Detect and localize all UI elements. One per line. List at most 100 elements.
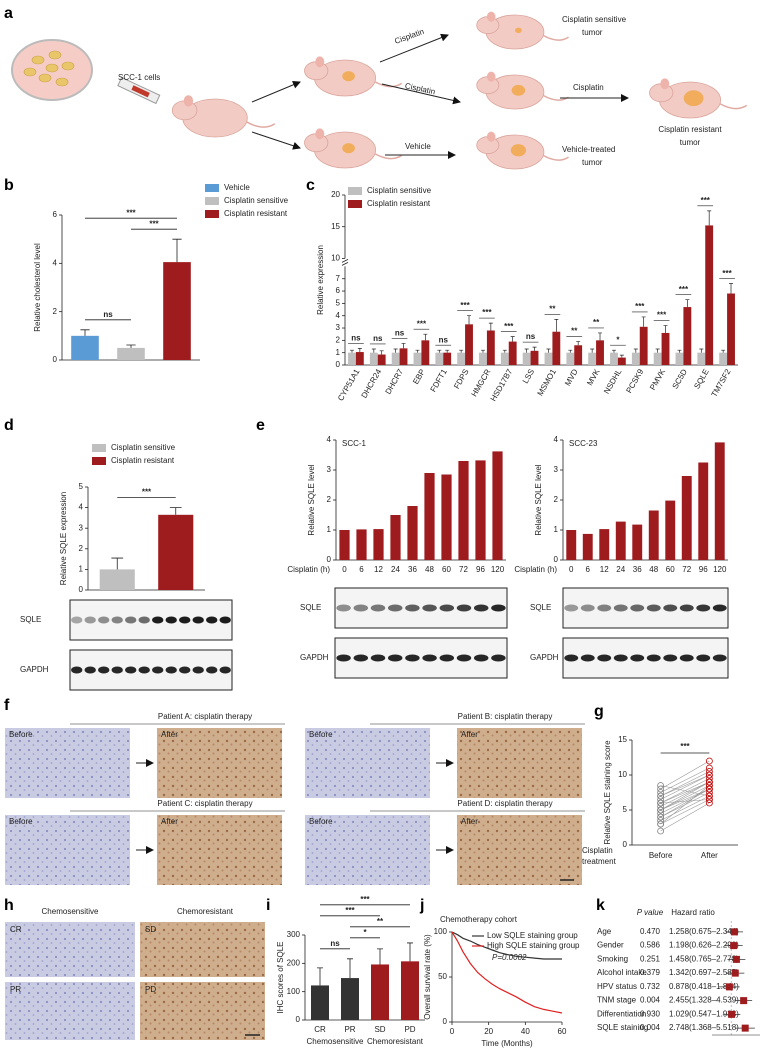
significance-label: *** [149,219,159,228]
histology-image [140,922,265,977]
axis-break [341,262,349,266]
pair-line [660,802,710,832]
image-label: CR [10,925,22,934]
blot-band [580,654,595,662]
blot-label: SQLE [300,603,321,612]
y-tick-label: 3 [79,523,84,532]
outcome-label: Cisplatin sensitive [562,15,627,24]
treatment-label: Cisplatin [404,81,436,96]
p-value: 0.004 [640,996,661,1005]
blot-band [679,654,694,662]
blot-band [125,616,137,624]
error-bar [590,348,595,353]
hr-label: 1.198(0.626–2.290) [669,941,739,950]
legend-swatch [205,210,219,218]
x-tick-label: CR [314,1025,326,1034]
significance-label: ns [103,310,113,319]
error-bar [172,238,182,263]
bar [582,533,593,560]
panel-letter: c [306,177,315,194]
hr-marker [741,1024,749,1032]
histology-before [305,815,430,885]
bar [311,985,329,1020]
group-label: Chemoresistant [367,1037,424,1046]
y-tick-label: 2 [53,307,58,316]
legend-label: High SQLE staining group [487,941,580,950]
point [657,796,665,803]
blot-band [613,654,628,662]
histology-before [5,728,130,798]
p-value: 0.251 [640,954,661,963]
bar [413,352,422,365]
x-tick-label: TM7SF2 [710,367,733,399]
image-label: SD [145,925,156,934]
tumor [511,84,526,96]
error-bar [347,958,353,979]
histology-after [457,728,582,798]
panel-letter: i [266,897,270,914]
significance-label: *** [482,308,492,317]
panel-letter: b [4,177,14,194]
image-label: PR [10,985,21,994]
error-bar [488,322,493,331]
x-tick-label: 60 [558,1027,567,1036]
panel-letter: j [419,897,424,914]
y-tick-label: 15 [331,222,340,231]
x-tick-label: 96 [476,565,485,574]
blot-band [564,604,579,612]
bar [99,569,135,590]
pair-line [660,781,710,811]
blot-label: GAPDH [300,653,329,662]
patient-header: Patient A: cisplatin therapy [158,712,252,721]
blot-label: SQLE [20,615,41,624]
blot-band [206,616,218,624]
point [705,764,713,772]
error-bar [445,349,450,353]
blot-band [387,654,403,662]
blot-band [336,654,351,662]
point [705,768,713,775]
y-tick-label: 4 [53,258,58,267]
image-label: After [461,730,478,739]
legend-label: Cisplatin resistant [367,199,431,208]
x-tick-label: 6 [586,565,591,574]
bar [355,352,364,365]
histology-after [157,728,282,798]
row-label: Alcohol intake [597,968,647,977]
point [705,782,713,789]
blot-band [370,654,386,662]
y-tick-label: 3 [327,465,332,474]
error-bar [532,346,537,351]
significance-label: ** [377,917,384,926]
blot-band [491,604,506,612]
y-tick-label: 200 [287,958,301,967]
significance-label: *** [679,285,689,294]
p-value: 0.930 [640,1009,661,1018]
x-tick-label: MVD [563,367,580,387]
point [705,785,713,793]
cell-cluster [48,50,62,60]
x-tick-label: SC5D [671,367,690,390]
outcome-label: tumor [582,28,603,37]
blot-band [84,616,96,624]
error-bar [349,349,354,353]
blot-band [206,666,218,674]
blot-frame [69,599,233,641]
bar [443,352,452,365]
point [705,775,713,782]
x-tick-label: NSDHL [602,367,624,395]
pair-line [660,771,710,797]
cell-cluster [38,73,52,83]
blot-band [179,666,191,674]
error-bar [685,299,690,308]
error-bar [721,349,726,353]
pair-line [660,785,710,797]
significance-label: ns [439,335,449,344]
y-tick-label: 300 [287,930,301,939]
row-label: SQLE staining [597,1023,648,1032]
error-bar [111,557,124,570]
y-tick-label: 3 [336,323,341,332]
hr-marker [728,1010,736,1018]
cell-cluster [55,77,69,87]
point [705,792,713,800]
